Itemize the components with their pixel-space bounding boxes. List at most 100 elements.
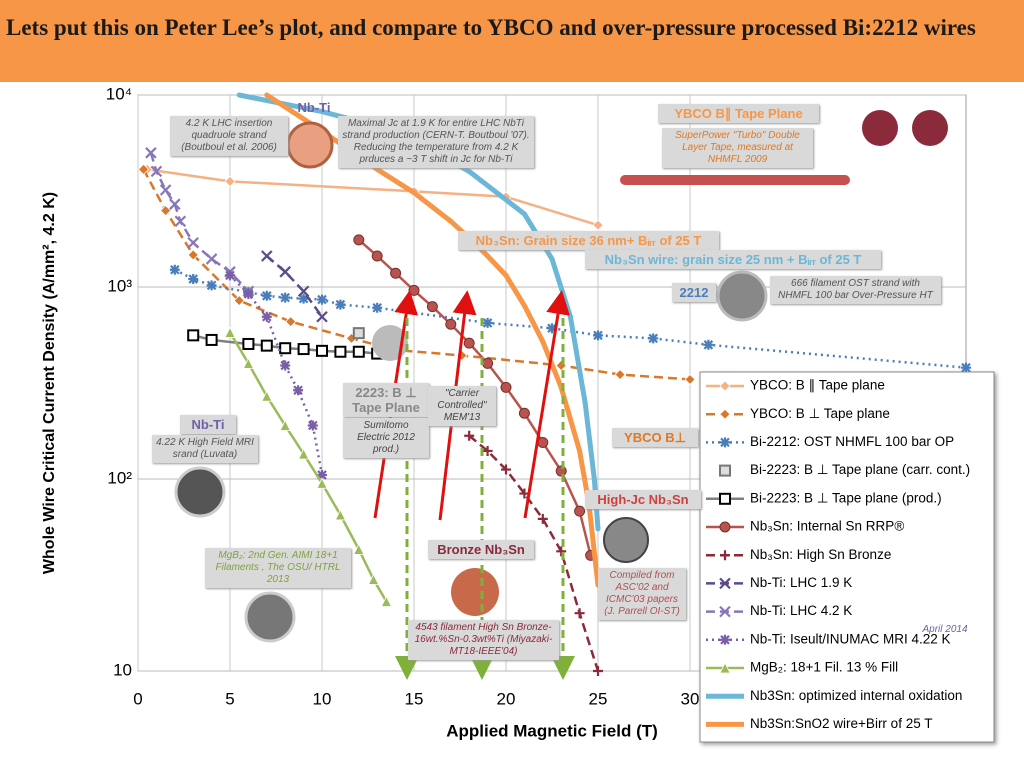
x-tick-label: 20 <box>497 689 516 708</box>
data-point <box>205 333 218 346</box>
y-axis-label: Whole Wire Critical Current Density (A/m… <box>41 192 58 574</box>
data-point <box>188 274 199 285</box>
data-point <box>374 166 380 172</box>
legend-label: Bi-2212: OST NHMFL 100 bar OP <box>750 434 954 449</box>
data-point <box>279 266 291 278</box>
data-point <box>593 330 603 341</box>
data-point <box>582 400 588 406</box>
data-point <box>285 316 297 328</box>
data-point <box>567 314 573 320</box>
data-point <box>556 546 567 557</box>
data-point <box>335 299 346 310</box>
x-axis-label: Applied Magnetic Field (T) <box>446 721 658 740</box>
data-point <box>503 272 509 278</box>
annotation: Nb₃Sn wire: grain size 25 nm + Bᵢᵣᵣ of 2… <box>585 250 881 269</box>
data-point <box>205 253 218 265</box>
decor <box>174 110 948 680</box>
legend-label: Nb₃Sn: High Sn Bronze <box>750 547 891 562</box>
annotation: April 2014 <box>922 624 968 635</box>
data-point <box>160 205 172 217</box>
data-point <box>574 505 586 517</box>
data-point <box>317 294 327 305</box>
data-point <box>411 190 417 196</box>
data-point <box>390 267 402 279</box>
series-line <box>192 334 378 355</box>
data-point <box>264 92 270 98</box>
legend-label: YBCO: B ⊥ Tape plane <box>750 406 890 421</box>
legend-label: Nb3Sn: optimized internal oxidation <box>750 688 962 703</box>
data-point <box>549 256 555 262</box>
data-point <box>137 163 150 175</box>
data-point <box>279 419 291 431</box>
data-point <box>555 465 567 477</box>
data-point <box>187 329 200 342</box>
y-tick-label: 10² <box>107 468 132 487</box>
data-point <box>174 215 187 228</box>
data-point <box>445 318 457 330</box>
data-point <box>518 407 530 419</box>
legend-label: Nb₃Sn: Internal Sn RRP® <box>750 519 904 534</box>
data-point <box>334 509 347 521</box>
data-point <box>592 219 604 231</box>
x-tick-label: 0 <box>133 689 142 708</box>
data-point <box>482 357 494 369</box>
x-tick-label: 30 <box>681 689 700 708</box>
legend-marker <box>720 437 730 448</box>
data-point <box>448 218 454 224</box>
data-point <box>577 448 583 454</box>
data-point <box>319 109 325 115</box>
data-point <box>574 608 585 619</box>
data-point <box>242 357 255 369</box>
legend-label: Nb-Ti: Iseult/INUMAC MRI 4.22 K <box>750 631 951 646</box>
data-point <box>316 477 328 489</box>
legend-label: MgB₂: 18+1 Fil. 13 % Fill <box>750 660 898 675</box>
data-point <box>426 301 438 313</box>
data-point <box>593 666 603 676</box>
data-point <box>280 360 291 371</box>
annotation: 666 filament OST strand with NHMFL 100 b… <box>770 276 941 304</box>
data-point <box>169 198 181 210</box>
legend-marker <box>719 521 731 533</box>
data-point <box>537 513 548 524</box>
annotation: Sumitomo Electric 2012 prod.) <box>343 418 429 458</box>
data-point <box>224 175 236 187</box>
annotation: Compiled from ASC'02 and ICMC'03 papers … <box>598 568 686 620</box>
data-point <box>298 293 309 304</box>
data-point <box>463 337 475 349</box>
data-point <box>145 147 157 159</box>
legend-marker <box>719 380 731 392</box>
annotation: YBCO B∥ Tape Plane <box>658 104 819 123</box>
data-point <box>317 469 327 480</box>
data-point <box>206 280 217 291</box>
annotation: 4543 filament High Sn Bronze-16wt.%Sn-0.… <box>408 620 559 660</box>
annotation: High-Jc Nb₃Sn <box>585 490 701 509</box>
data-point <box>547 323 557 334</box>
data-point <box>372 302 383 313</box>
x-tick-label: 5 <box>225 689 234 708</box>
data-point <box>367 573 380 585</box>
data-point <box>353 234 365 246</box>
data-point <box>521 303 527 309</box>
legend-label: Nb-Ti: LHC 4.2 K <box>750 603 852 618</box>
data-point <box>482 445 493 456</box>
series-line <box>228 331 388 603</box>
legend-box <box>699 371 995 743</box>
data-point <box>591 476 597 482</box>
data-point <box>150 165 163 178</box>
legend-marker <box>720 550 730 561</box>
series-line <box>468 434 600 672</box>
data-point <box>961 362 971 373</box>
y-tick-label: 10 <box>113 660 132 679</box>
legend-marker <box>719 577 731 590</box>
data-point <box>371 250 383 262</box>
data-point <box>169 264 180 275</box>
data-point <box>279 342 292 355</box>
legend-label: Bi-2223: B ⊥ Tape plane (prod.) <box>750 490 942 505</box>
annotation: Nb-Ti <box>297 100 331 115</box>
series-line <box>174 268 967 369</box>
data-point <box>500 381 512 393</box>
data-point <box>380 595 393 607</box>
data-point <box>466 168 472 174</box>
data-point <box>614 368 626 381</box>
annotation: SuperPower "Turbo" Double Layer Tape, me… <box>662 128 813 168</box>
